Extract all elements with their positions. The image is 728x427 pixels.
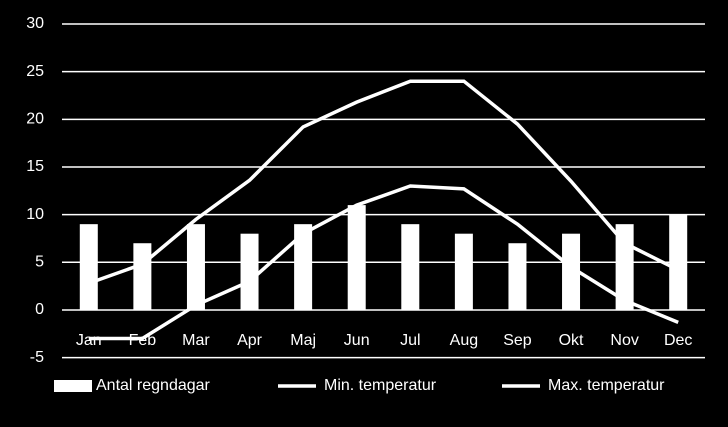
y-tick-label: 15	[26, 158, 44, 175]
x-tick-label: Nov	[610, 332, 638, 349]
bar	[294, 224, 313, 310]
x-tick-label: Maj	[290, 332, 316, 349]
bar	[454, 233, 473, 310]
bar	[186, 224, 205, 310]
x-tick-label: Jul	[400, 332, 420, 349]
y-tick-label: -5	[30, 349, 44, 366]
x-tick-label: Jun	[344, 332, 370, 349]
bar	[562, 233, 581, 310]
y-tick-label: 5	[35, 254, 44, 271]
bar	[240, 233, 259, 310]
y-tick-label: 30	[26, 15, 44, 32]
x-tick-label: Mar	[182, 332, 210, 349]
bar	[79, 224, 98, 310]
y-tick-label: 20	[26, 111, 44, 128]
x-tick-label: Apr	[237, 332, 263, 349]
bar	[133, 243, 152, 310]
bar	[508, 243, 527, 310]
legend-label: Antal regndagar	[96, 377, 211, 394]
x-tick-label: Sep	[503, 332, 532, 349]
y-tick-label: 0	[35, 301, 44, 318]
x-tick-label: Jan	[76, 332, 102, 349]
y-tick-label: 10	[26, 206, 44, 223]
bar	[347, 205, 366, 310]
line	[88, 184, 679, 341]
bar	[401, 224, 420, 310]
line	[88, 79, 679, 285]
x-tick-label: Feb	[129, 332, 157, 349]
legend-label: Max. temperatur	[548, 377, 665, 394]
x-tick-label: Aug	[450, 332, 478, 349]
y-tick-label: 25	[26, 63, 44, 80]
x-tick-label: Okt	[559, 332, 584, 349]
bar	[669, 214, 688, 310]
x-tick-label: Dec	[664, 332, 692, 349]
legend-swatch	[54, 380, 92, 392]
legend-label: Min. temperatur	[324, 377, 437, 394]
